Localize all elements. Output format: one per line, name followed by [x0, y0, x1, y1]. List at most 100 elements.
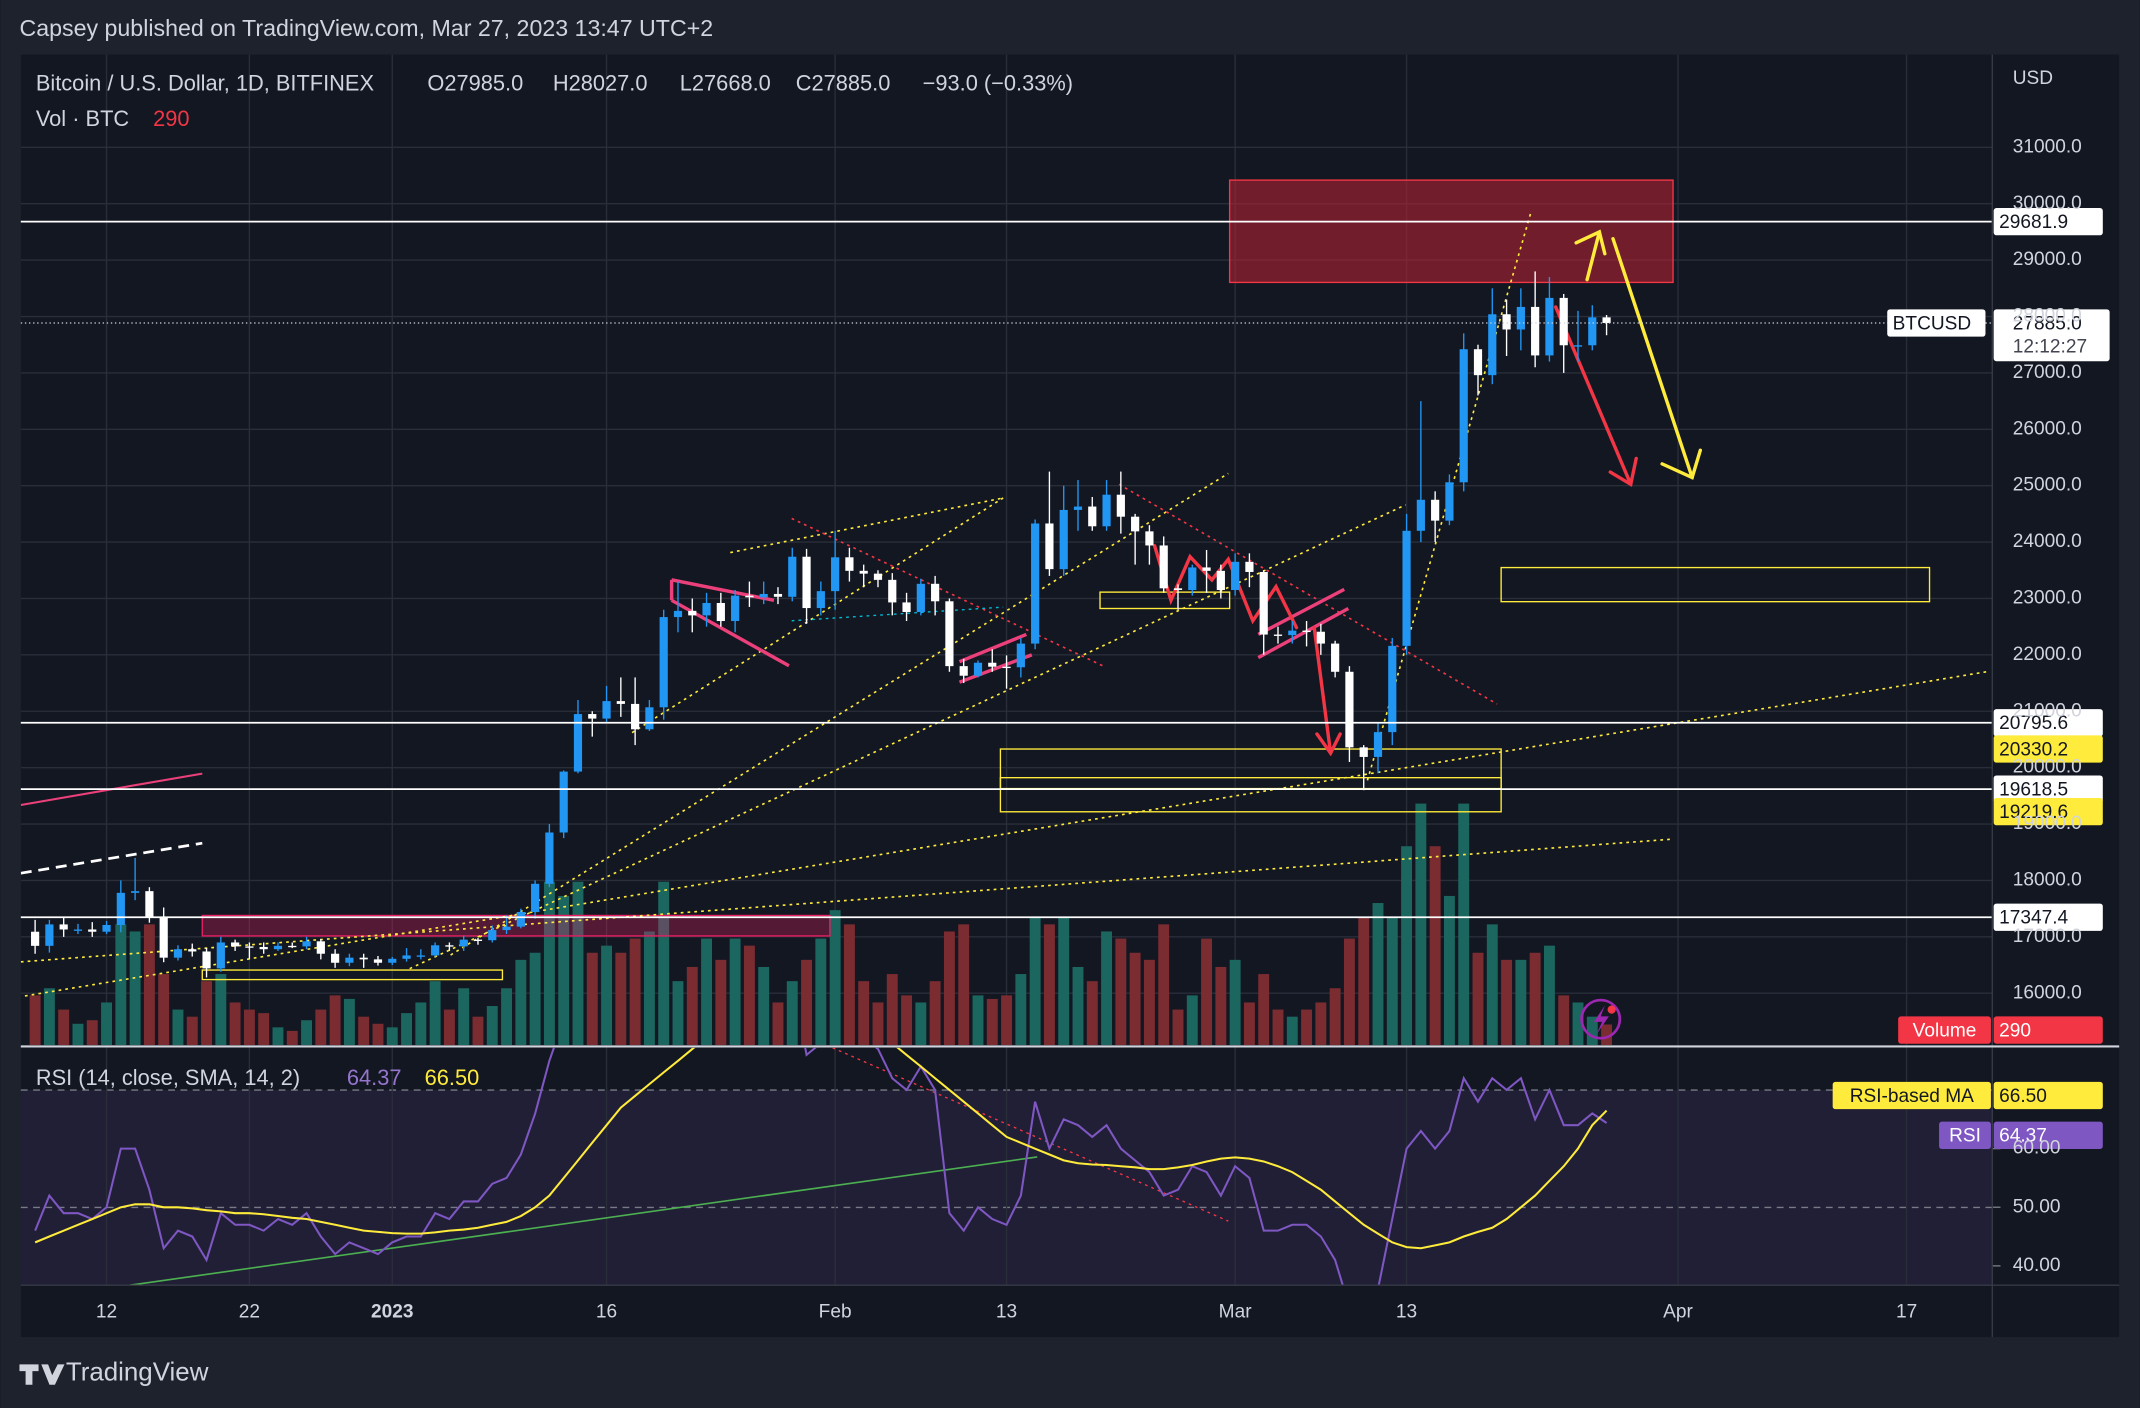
volume-bar	[358, 1016, 370, 1046]
published: Capsey published on TradingView.com, Mar…	[19, 15, 713, 41]
candle-body	[345, 957, 354, 963]
candle-body	[631, 703, 640, 730]
volume-bar	[1558, 995, 1570, 1046]
volume-bar	[686, 966, 698, 1046]
last-price-bg	[1993, 309, 2110, 362]
volume-bar	[1443, 895, 1455, 1046]
volume-bar	[529, 952, 541, 1046]
candle-body	[773, 593, 783, 597]
rsi-tick-label: 40.00	[2013, 1255, 2061, 1276]
zone	[201, 969, 504, 981]
rsi-ma-value-tag-bg	[1993, 1081, 2103, 1110]
candle-body	[1388, 645, 1397, 733]
volume-bar	[758, 966, 770, 1046]
rsi-ma-value-tag: 66.50	[1999, 1086, 2047, 1107]
volume-bar	[1386, 917, 1398, 1046]
volume-bar	[1429, 846, 1441, 1046]
candle-body	[659, 617, 668, 708]
volume-bar	[801, 959, 813, 1046]
volume-bar	[1158, 924, 1170, 1046]
volume-bar	[729, 938, 741, 1046]
rsi-tick-label: 50.00	[2013, 1196, 2061, 1217]
alert-icon[interactable]	[1580, 998, 1622, 1040]
candle-body	[1588, 317, 1597, 346]
volume-bar	[786, 981, 798, 1046]
candle-body	[1145, 531, 1154, 546]
volume-bar	[443, 1009, 455, 1046]
candle-body	[373, 959, 383, 963]
symbol-tag: BTCUSD	[1893, 313, 1972, 334]
rsi-title: RSI (14, close, SMA, 14, 2)	[36, 1065, 300, 1090]
candle-body	[1445, 482, 1454, 521]
candle-body	[873, 573, 883, 580]
volume-bar	[43, 988, 55, 1046]
candle-body	[1402, 530, 1411, 646]
candle-body	[1431, 499, 1440, 521]
volume-bar	[1415, 803, 1427, 1046]
y-tick-label: 25000.0	[2013, 475, 2082, 496]
volume-value-tag: 290	[1999, 1020, 2031, 1041]
volume-bar	[701, 938, 713, 1046]
rsi-name-tag: RSI	[1949, 1126, 1981, 1147]
y-tick-label: 29000.0	[2013, 249, 2082, 270]
volume-bar	[172, 1009, 184, 1046]
legend-close: C27885.0	[796, 70, 891, 95]
alert-dot	[1607, 1005, 1616, 1014]
candle-body	[159, 916, 168, 958]
candle-body	[145, 891, 154, 917]
legend-high: H28027.0	[553, 70, 648, 95]
volume-bar	[86, 1020, 98, 1046]
volume-bar	[843, 924, 855, 1046]
candle-body	[588, 714, 597, 719]
volume-bar	[901, 995, 913, 1046]
volume-bar	[143, 924, 155, 1046]
x-tick-label: Feb	[819, 1302, 852, 1323]
volume-bar	[429, 981, 441, 1046]
x-tick-label: 13	[996, 1302, 1017, 1323]
candle-body	[131, 891, 140, 893]
volume-bar	[1329, 988, 1341, 1046]
volume-value: 290	[153, 106, 189, 131]
volume-bar	[1201, 938, 1213, 1046]
candle-body	[1502, 314, 1511, 330]
candle-body	[231, 942, 240, 947]
y-tick-label: 23000.0	[2013, 588, 2082, 609]
x-tick-label: 16	[596, 1302, 617, 1323]
rsi-value-tag: 64.37	[1999, 1126, 2047, 1147]
volume-bar	[158, 974, 170, 1046]
candle-body	[788, 556, 797, 597]
candle-body	[688, 610, 697, 616]
candle-body	[759, 593, 768, 598]
volume-bar	[886, 974, 898, 1046]
volume-bar	[272, 1027, 284, 1046]
volume-bar	[515, 959, 527, 1046]
volume-bar	[1058, 917, 1070, 1046]
volume-bar	[215, 974, 227, 1046]
volume-bar	[1358, 917, 1370, 1046]
countdown: 12:12:27	[2013, 337, 2087, 358]
volume-bar	[1258, 974, 1270, 1046]
candle-body	[1031, 523, 1040, 644]
volume-bar	[1129, 952, 1141, 1046]
trendlines-red	[791, 483, 1498, 705]
candle-body	[731, 595, 740, 622]
volume-bar	[486, 1006, 498, 1046]
volume-bar	[1072, 966, 1084, 1046]
volume-bar	[572, 881, 584, 1046]
volume-bar	[1543, 945, 1555, 1046]
candle-body	[502, 926, 511, 931]
candle-body	[259, 946, 268, 950]
volume-bar	[1472, 952, 1484, 1046]
zone	[1099, 591, 1231, 610]
volume-bar	[1272, 1009, 1284, 1046]
volume-bar	[1372, 903, 1384, 1046]
candle-body	[931, 583, 940, 602]
candle-body	[102, 924, 111, 932]
volume-bar	[129, 931, 141, 1046]
supply-zone	[1228, 179, 1674, 284]
volume-bar	[1458, 803, 1470, 1046]
candle-body	[59, 924, 68, 930]
candle-body	[845, 557, 854, 571]
candle-body	[916, 583, 925, 613]
volume-bar	[301, 1020, 312, 1046]
